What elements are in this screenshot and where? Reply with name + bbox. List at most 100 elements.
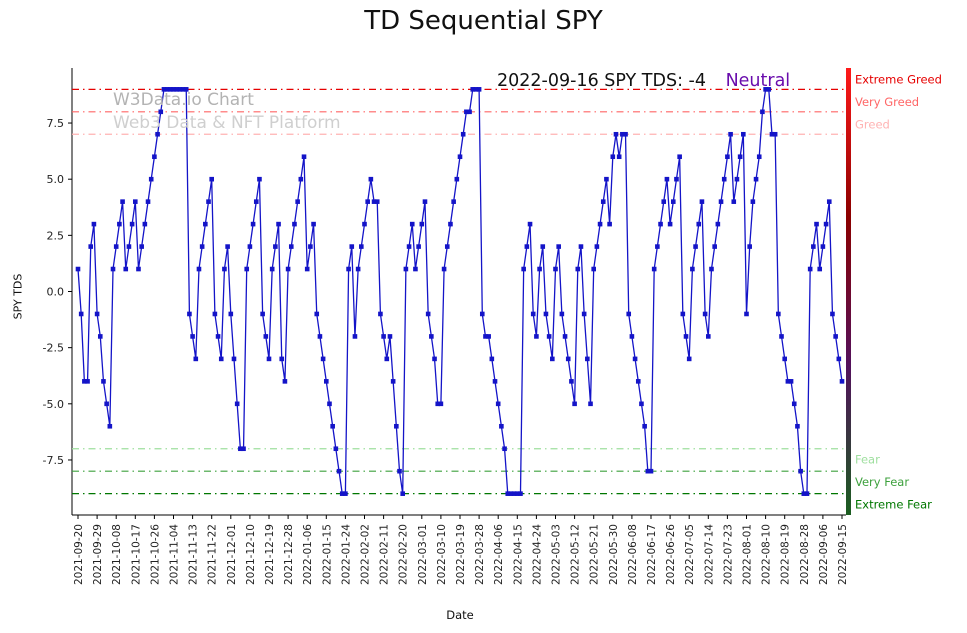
data-point — [78, 311, 84, 317]
data-point — [225, 244, 230, 249]
data-point — [588, 401, 593, 407]
tds-annotation-text: 2022-09-16 SPY TDS: -4 — [497, 71, 706, 91]
data-point — [384, 356, 390, 362]
data-point — [814, 221, 819, 227]
data-point — [133, 199, 138, 204]
data-point — [756, 154, 762, 160]
data-point — [317, 334, 323, 339]
data-point — [365, 199, 370, 204]
data-point — [721, 176, 727, 182]
data-point — [238, 446, 243, 452]
x-tick-label: 2021-12-19 — [264, 524, 276, 585]
data-point — [575, 266, 581, 272]
data-point — [158, 109, 164, 115]
data-point — [228, 311, 234, 317]
threshold-label-extreme-greed: Extreme Greed — [855, 72, 942, 86]
data-point — [339, 491, 345, 496]
y-tick-label: 7.5 — [47, 117, 65, 130]
data-point — [473, 87, 479, 92]
data-point — [155, 131, 160, 137]
data-point — [422, 199, 428, 204]
data-point — [709, 266, 714, 272]
data-point — [760, 109, 765, 115]
data-point — [635, 379, 641, 384]
x-tick-label: 2022-06-17 — [646, 524, 658, 585]
data-point — [479, 311, 485, 317]
data-point — [400, 491, 405, 496]
data-point — [826, 199, 832, 204]
data-point — [690, 266, 695, 272]
x-tick-label: 2022-07-23 — [722, 524, 734, 585]
data-point — [807, 266, 813, 272]
threshold-label-very-greed: Very Greed — [855, 95, 919, 109]
data-point — [97, 334, 103, 339]
threshold-label-very-fear: Very Fear — [855, 475, 909, 489]
data-point — [785, 379, 791, 384]
data-point — [180, 87, 186, 92]
data-point — [266, 356, 272, 362]
data-point — [187, 311, 192, 317]
x-tick-label: 2022-03-01 — [417, 524, 429, 585]
data-point — [706, 334, 711, 339]
data-point — [397, 468, 402, 474]
data-point — [725, 154, 730, 160]
data-point — [304, 266, 310, 272]
data-point — [218, 356, 224, 362]
data-point — [556, 244, 561, 249]
data-point — [362, 221, 367, 227]
data-point — [712, 244, 717, 249]
data-point — [142, 221, 148, 227]
data-point — [565, 356, 571, 362]
data-point — [257, 176, 262, 182]
data-point — [139, 244, 144, 249]
data-point — [145, 199, 151, 204]
y-axis-label: SPY TDS — [11, 273, 25, 320]
data-point — [744, 311, 749, 317]
data-point — [572, 401, 577, 407]
data-point — [129, 221, 135, 227]
data-point — [253, 199, 259, 204]
data-point — [715, 221, 721, 227]
data-point — [174, 87, 179, 92]
data-point — [495, 401, 501, 407]
data-point — [85, 379, 90, 384]
x-tick-label: 2021-10-26 — [149, 524, 161, 585]
data-point — [279, 356, 285, 362]
data-point — [543, 311, 549, 317]
data-point — [616, 154, 622, 160]
data-point — [788, 379, 794, 384]
data-point — [658, 221, 663, 227]
data-point — [215, 334, 221, 339]
data-point — [581, 311, 587, 317]
x-tick-label: 2022-04-15 — [512, 524, 524, 585]
data-point — [779, 334, 784, 339]
data-point — [333, 446, 339, 452]
sentiment-gauge-bar — [846, 68, 851, 515]
y-tick-label: -5.0 — [43, 398, 64, 411]
data-point — [511, 491, 517, 496]
data-point — [518, 491, 523, 496]
data-point — [661, 199, 667, 204]
data-point — [524, 244, 530, 249]
data-point — [107, 423, 113, 429]
data-point — [403, 266, 409, 272]
data-point — [381, 334, 386, 339]
data-point — [346, 266, 351, 272]
data-point — [750, 199, 756, 204]
data-point — [413, 266, 418, 272]
data-point — [527, 221, 533, 227]
x-tick-label: 2022-02-20 — [398, 524, 410, 585]
data-point — [359, 244, 364, 249]
x-tick-label: 2022-01-15 — [321, 524, 333, 585]
data-point — [655, 244, 660, 249]
data-point — [464, 109, 469, 115]
data-point — [696, 221, 702, 227]
x-tick-label: 2022-08-01 — [742, 524, 754, 585]
data-point — [88, 244, 94, 249]
data-point — [374, 199, 380, 204]
data-point — [553, 266, 558, 272]
data-point — [320, 356, 326, 362]
data-point — [769, 131, 775, 137]
data-point — [569, 379, 574, 384]
data-point — [508, 491, 514, 496]
